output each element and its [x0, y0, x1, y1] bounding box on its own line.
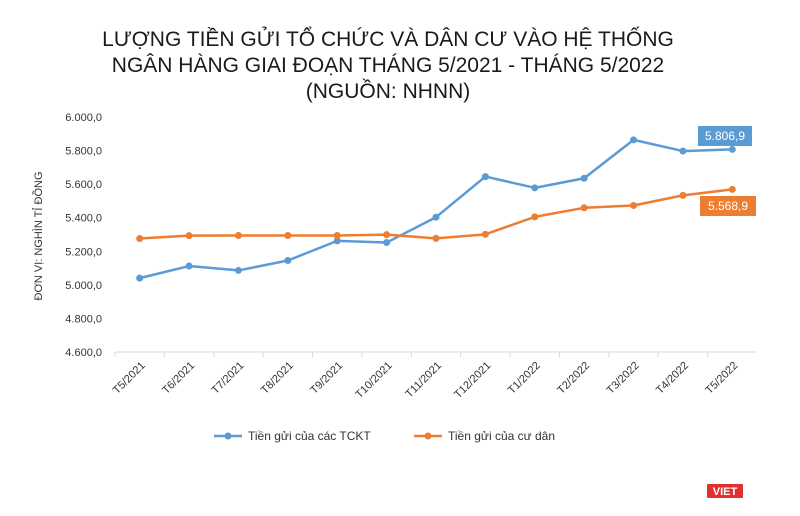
legend-marker [224, 432, 232, 440]
data-point [679, 191, 687, 199]
y-tick-label: 5.400,0 [65, 213, 102, 225]
x-tick-label: T10/2021 [353, 360, 394, 401]
data-point [481, 230, 489, 238]
x-tick-label: T1/2022 [506, 360, 543, 397]
data-point [136, 274, 144, 282]
callouts: 5.806,9 5.568,9 [698, 126, 756, 216]
x-tick-label: T11/2021 [403, 360, 444, 401]
y-tick-label: 5.000,0 [65, 280, 102, 292]
y-axis-ticks: 4.600,0 4.800,0 5.000,0 5.200,0 5.400,0 5.600… [65, 112, 102, 359]
x-tick-label: T6/2021 [160, 360, 197, 397]
y-axis-label: ĐƠN VỊ: NGHÌN TỈ ĐỒNG [32, 171, 45, 300]
legend-item-2: Tiền gửi của cư dân [414, 429, 555, 443]
data-point [630, 136, 638, 144]
chart-title-line-3: (NGUỒN: NHNN) [306, 79, 470, 103]
data-point [383, 231, 391, 239]
logo-box [707, 484, 743, 498]
legend-marker [424, 432, 432, 440]
x-tick-label: T5/2021 [111, 360, 148, 397]
y-tick-label: 5.600,0 [65, 179, 102, 191]
x-axis-ticks: T5/2021 T6/2021 T7/2021 T8/2021 T9/2021 T10/2… [111, 352, 740, 401]
legend: Tiền gửi của các TCKT Tiền gửi của cư dân [214, 429, 555, 443]
end-value-callout: 5.806,9 [698, 126, 752, 146]
y-tick-label: 5.200,0 [65, 246, 102, 258]
y-tick-label: 4.600,0 [65, 347, 102, 359]
chart-title-line-2: NGÂN HÀNG GIAI ĐOẠN THÁNG 5/2021 - THÁNG… [112, 54, 664, 77]
data-point [234, 232, 242, 240]
x-tick-label: T3/2022 [605, 360, 642, 397]
data-point [136, 235, 144, 243]
data-point [432, 213, 440, 221]
x-tick-label: T12/2021 [452, 360, 493, 401]
data-point [630, 201, 638, 209]
y-tick-label: 6.000,0 [65, 112, 102, 124]
data-point [531, 184, 539, 192]
end-value-callout: 5.568,9 [700, 196, 756, 216]
data-point [580, 174, 588, 182]
logo-text: VIET [713, 486, 738, 498]
logo: VIET [707, 484, 743, 498]
data-point [383, 239, 391, 247]
y-tick-label: 5.800,0 [65, 146, 102, 158]
data-point [234, 266, 242, 274]
legend-item-1: Tiền gửi của các TCKT [214, 429, 371, 443]
data-point [333, 237, 341, 245]
x-tick-label: T4/2022 [654, 360, 691, 397]
data-point [185, 232, 193, 240]
x-tick-label: T2/2022 [555, 360, 592, 397]
data-point [185, 262, 193, 270]
chart-title-line-1: LƯỢNG TIỀN GỬI TỔ CHỨC VÀ DÂN CƯ VÀO HỆ … [102, 27, 674, 51]
data-point [481, 173, 489, 181]
data-point [432, 234, 440, 242]
data-point [284, 257, 292, 265]
chart-title: LƯỢNG TIỀN GỬI TỔ CHỨC VÀ DÂN CƯ VÀO HỆ … [102, 27, 674, 103]
callout-value: 5.568,9 [708, 199, 748, 213]
data-point [580, 204, 588, 212]
series-layer [136, 136, 736, 282]
legend-label: Tiền gửi của cư dân [448, 429, 555, 443]
data-point [284, 232, 292, 240]
series-line-1 [139, 138, 733, 280]
data-point [679, 147, 687, 155]
x-tick-label: T8/2021 [259, 360, 296, 397]
legend-label: Tiền gửi của các TCKT [248, 429, 371, 443]
callout-box [698, 126, 752, 146]
data-point [333, 232, 341, 240]
x-tick-label: T9/2021 [308, 360, 345, 397]
x-tick-label: T5/2022 [703, 360, 740, 397]
callout-value: 5.806,9 [705, 129, 745, 143]
data-point [728, 145, 736, 153]
callout-box [700, 196, 756, 216]
x-tick-label: T7/2021 [210, 360, 247, 397]
y-tick-label: 4.800,0 [65, 313, 102, 325]
data-point [728, 185, 736, 193]
data-point [531, 213, 539, 221]
